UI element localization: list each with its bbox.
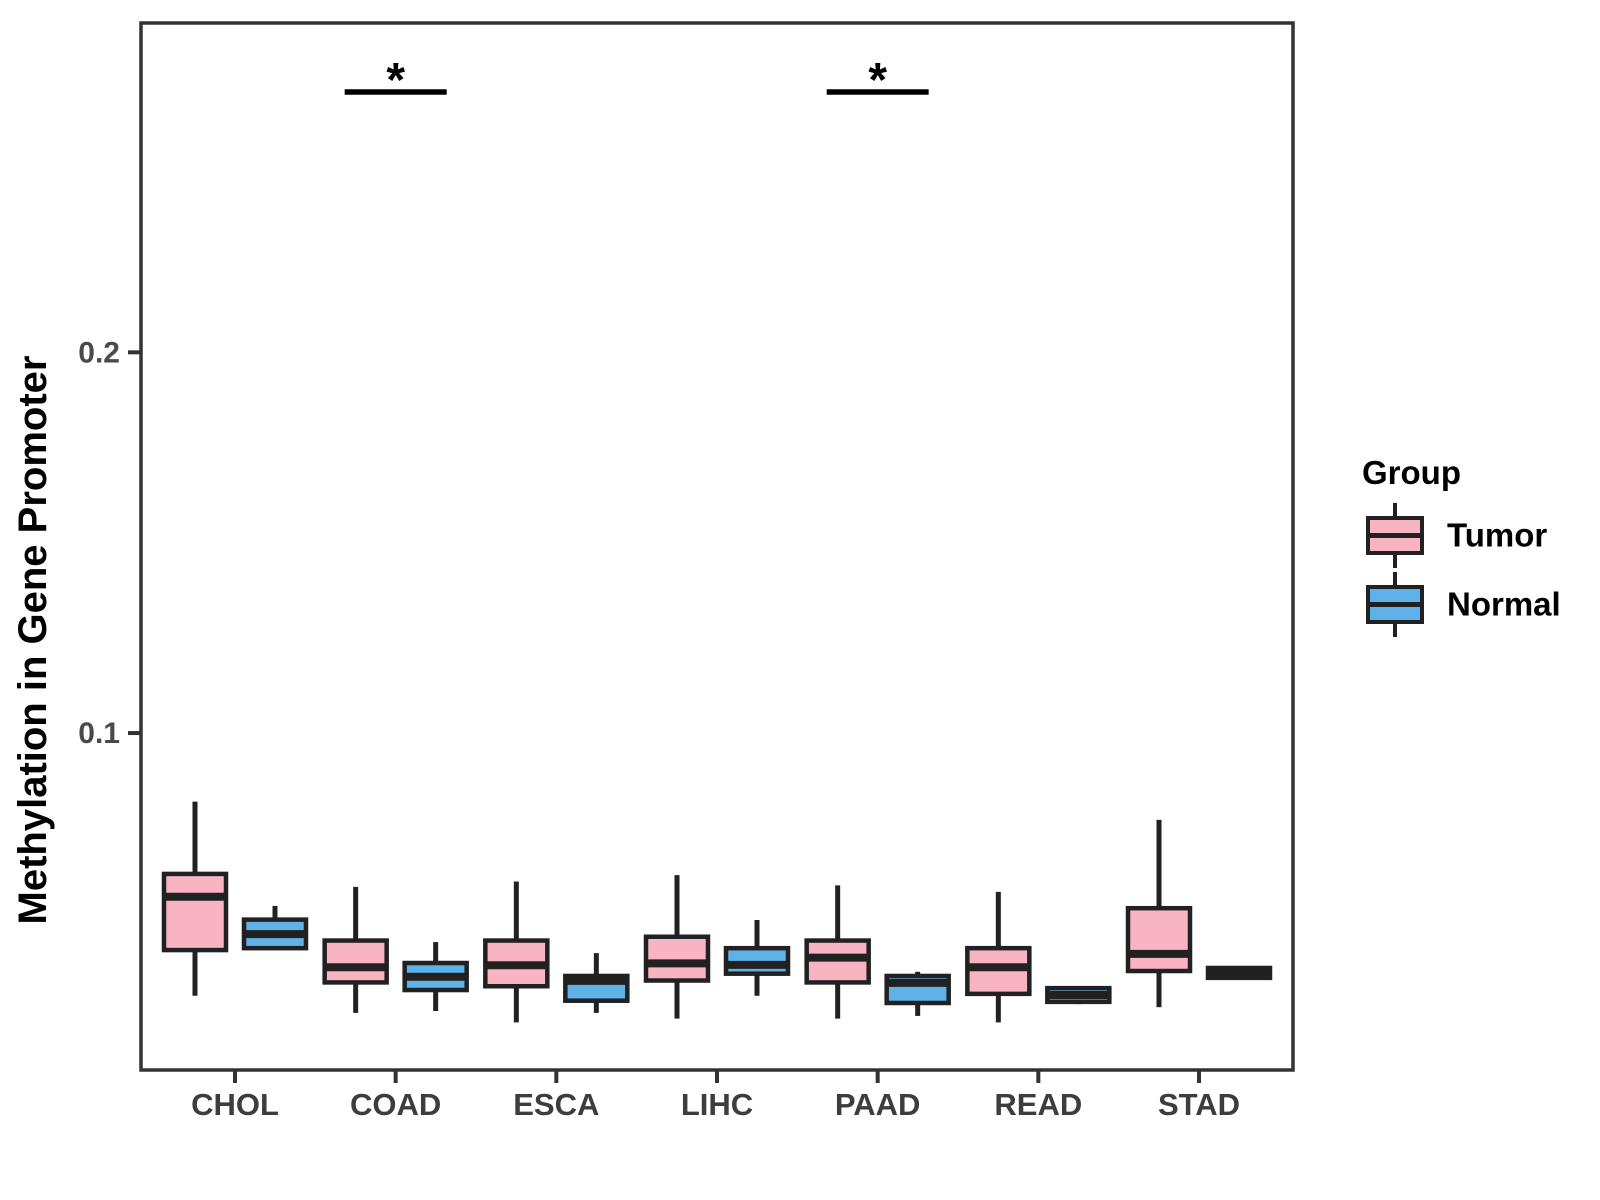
box-tumor-stad xyxy=(1125,819,1193,1008)
significance-coad: * xyxy=(344,54,447,107)
box-tumor-coad xyxy=(322,886,389,1013)
x-tick-label-esca: ESCA xyxy=(513,1087,599,1122)
chart-render-root: 0.1 0.2 CHOL COAD ESCA LIHC PAAD READ STAD * * Grou… xyxy=(78,21,1561,1122)
iqr-box xyxy=(322,938,389,985)
legend-title: Group xyxy=(1362,454,1461,491)
x-tick-label-coad: COAD xyxy=(350,1087,441,1122)
significance-star: * xyxy=(868,54,887,107)
box-tumor-lihc xyxy=(643,875,711,1019)
x-tick-label-lihc: LIHC xyxy=(681,1087,753,1122)
x-tick-label-read: READ xyxy=(994,1087,1082,1122)
box-normal-esca xyxy=(563,953,630,1013)
y-tick-label: 0.2 xyxy=(78,336,120,369)
box-normal-lihc xyxy=(723,919,791,996)
x-tick-label-paad: PAAD xyxy=(835,1087,921,1122)
iqr-box xyxy=(1125,905,1193,974)
box-normal-read xyxy=(1045,985,1112,1005)
y-tick-label: 0.1 xyxy=(78,717,120,750)
box-tumor-paad xyxy=(804,885,871,1019)
legend-item-tumor: Tumor xyxy=(1366,503,1547,568)
box-normal-chol xyxy=(241,905,309,951)
iqr-box xyxy=(161,871,229,953)
legend-item-normal: Normal xyxy=(1366,572,1561,637)
legend-label-tumor: Tumor xyxy=(1447,517,1547,554)
box-normal-coad xyxy=(402,942,469,1011)
box-tumor-chol xyxy=(161,801,229,996)
x-tick-label-chol: CHOL xyxy=(191,1087,279,1122)
box-tumor-esca xyxy=(483,881,550,1023)
significance-paad: * xyxy=(826,54,929,107)
x-tick-label-stad: STAD xyxy=(1158,1087,1240,1122)
significance-star: * xyxy=(386,54,405,107)
box-tumor-read xyxy=(965,891,1032,1023)
panel-border xyxy=(139,21,1295,1072)
box-normal-stad xyxy=(1205,965,1273,981)
iqr-box xyxy=(643,934,711,983)
box-normal-paad xyxy=(884,971,951,1016)
legend: Group Tumor Normal xyxy=(1362,454,1561,637)
legend-label-normal: Normal xyxy=(1447,586,1561,623)
y-axis-title: Methylation in Gene Promoter xyxy=(11,356,55,925)
